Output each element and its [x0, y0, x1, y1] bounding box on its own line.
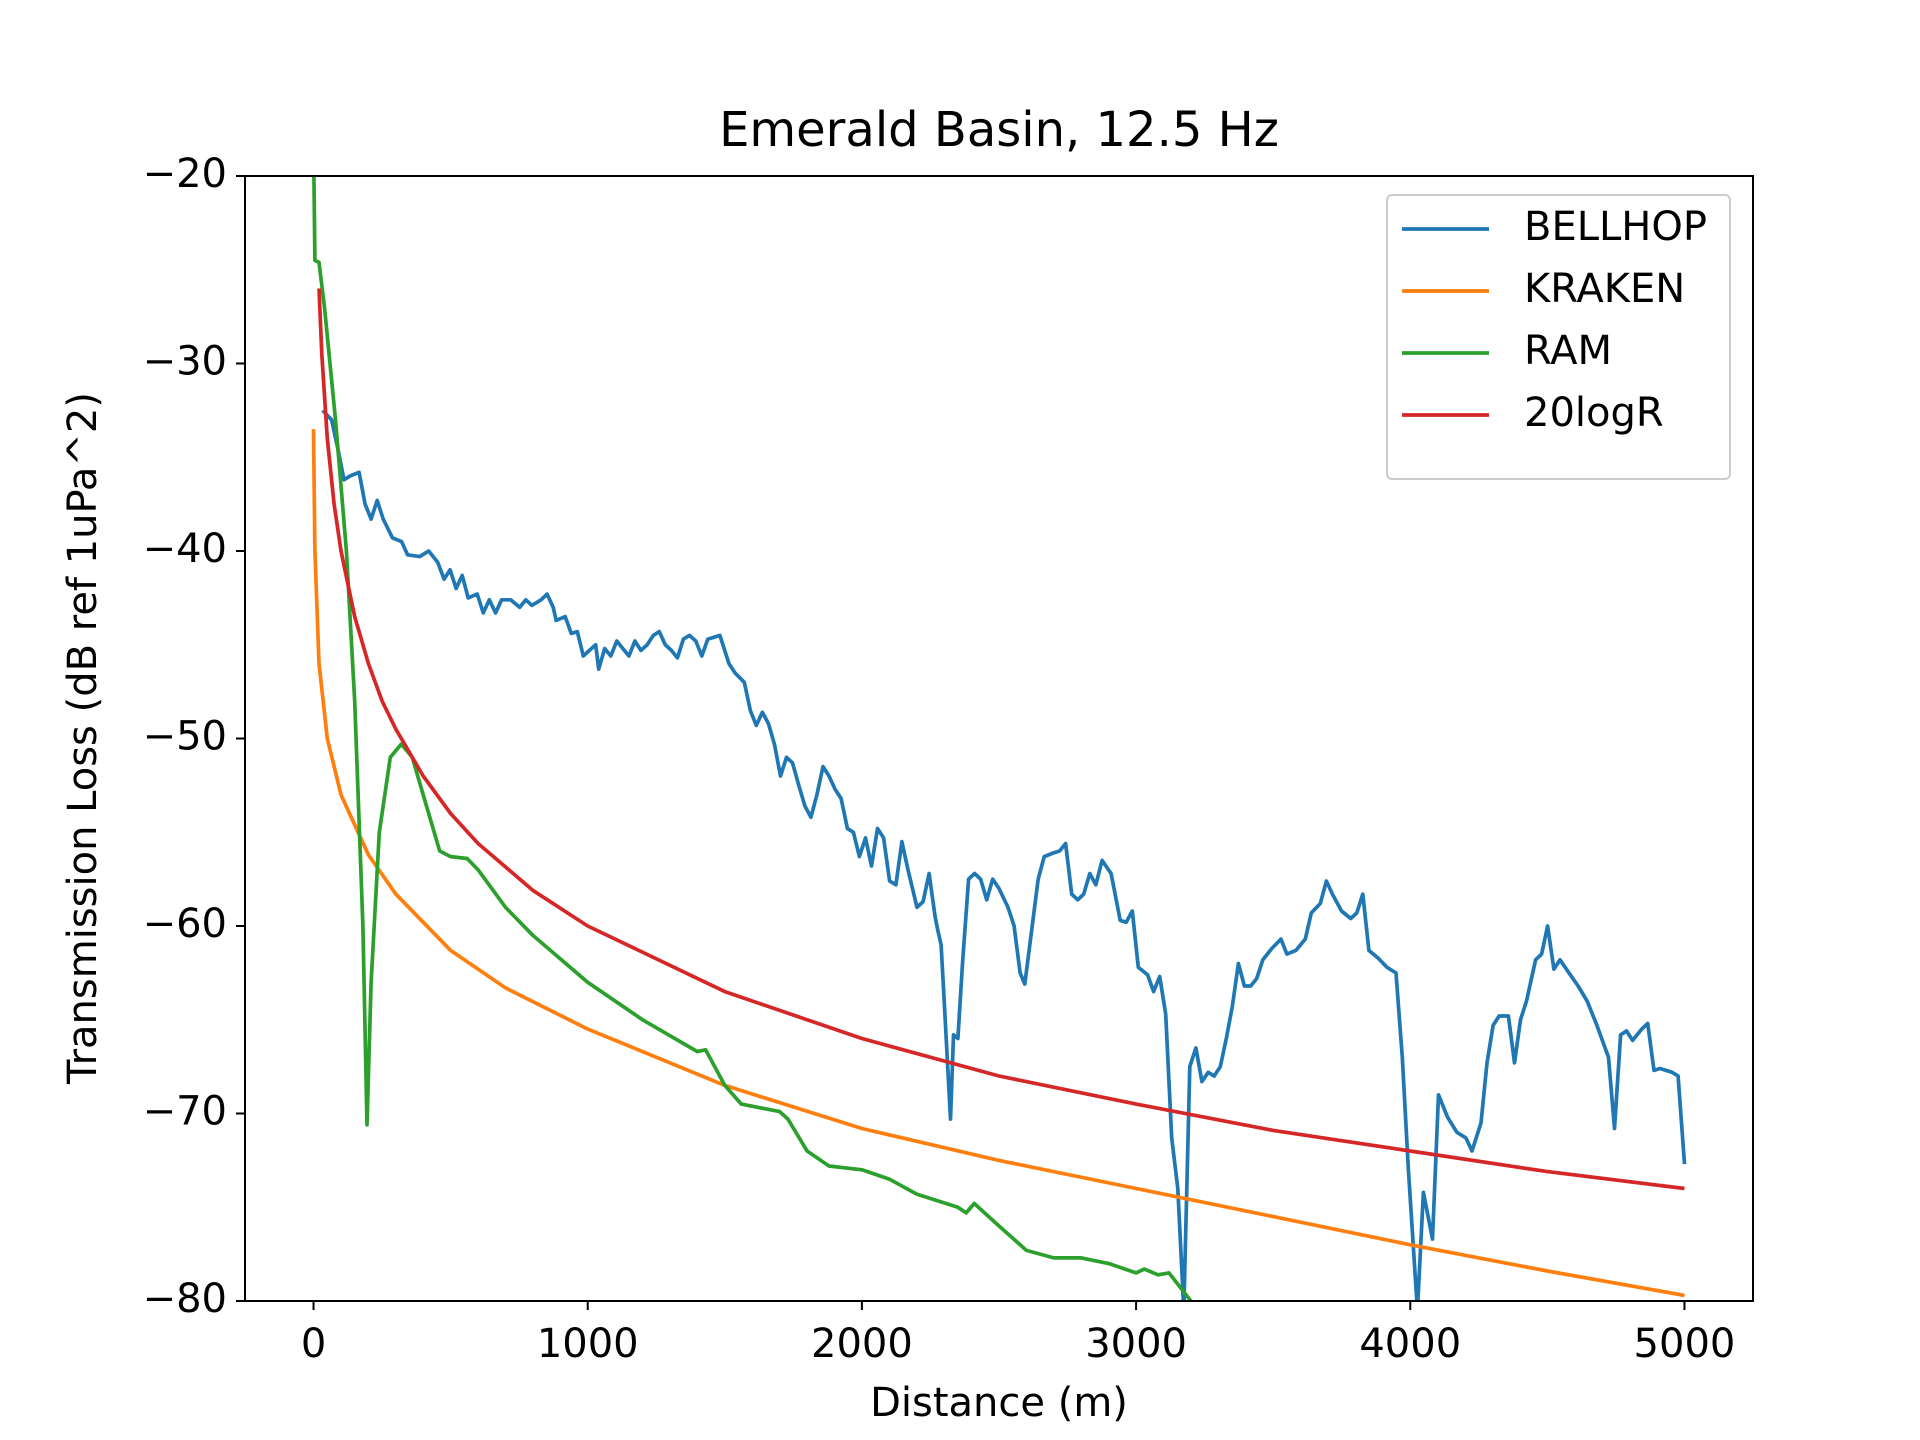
y-tick-label: −20 [143, 151, 227, 197]
x-tick-label: 5000 [1634, 1321, 1736, 1367]
legend-label: 20logR [1524, 390, 1664, 436]
plot-area [311, 176, 1687, 1301]
x-tick-label: 3000 [1085, 1321, 1187, 1367]
legend-label: BELLHOP [1524, 204, 1707, 250]
y-tick-label: −40 [143, 526, 227, 572]
legend-label: KRAKEN [1524, 266, 1685, 312]
x-tick-label: 0 [301, 1321, 326, 1367]
y-tick-label: −60 [143, 901, 227, 947]
x-tick-label: 4000 [1359, 1321, 1461, 1367]
x-axis-label: Distance (m) [870, 1380, 1128, 1426]
y-axis-label: Transmission Loss (dB ref 1uPa^2) [60, 392, 106, 1085]
legend-label: RAM [1524, 328, 1612, 374]
y-tick-label: −30 [143, 339, 227, 385]
chart-title: Emerald Basin, 12.5 Hz [719, 102, 1279, 158]
series-line [312, 176, 1193, 1301]
series-line [321, 409, 1687, 1301]
series-line [311, 429, 1685, 1298]
x-tick-label: 1000 [537, 1321, 639, 1367]
legend: BELLHOP KRAKEN RAM 20logR [1386, 194, 1731, 480]
x-tick-label: 2000 [811, 1321, 913, 1367]
legend-box [1386, 194, 1731, 480]
series-line [317, 288, 1685, 1191]
y-tick-label: −70 [143, 1089, 227, 1135]
y-tick-label: −80 [143, 1276, 227, 1322]
y-tick-label: −50 [143, 714, 227, 760]
